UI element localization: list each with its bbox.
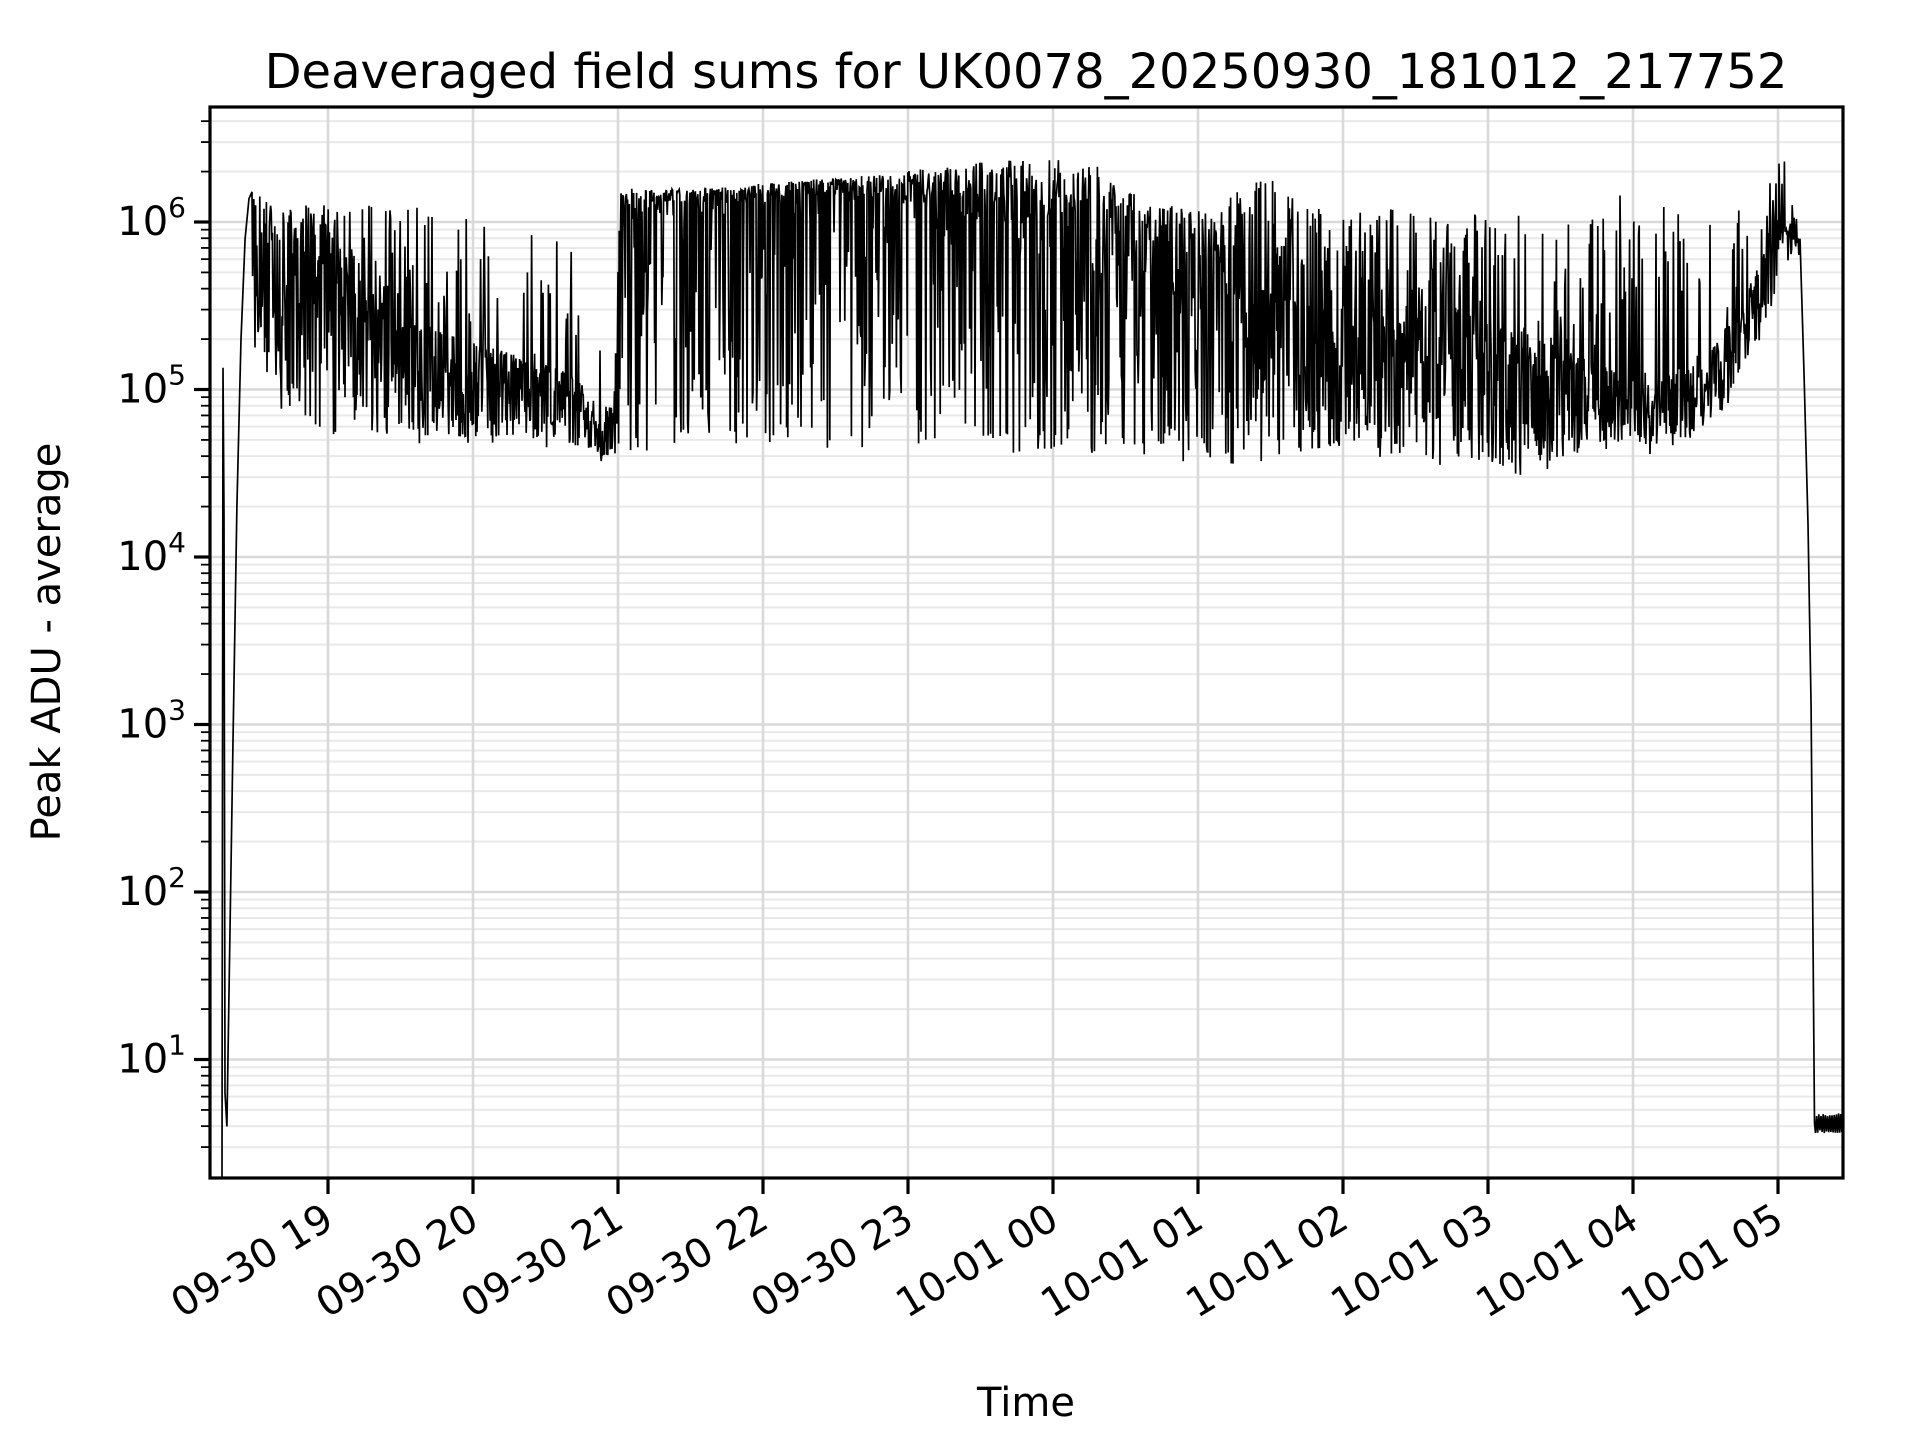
x-tick-label: 10-01 03 (1323, 1195, 1501, 1327)
y-tick-label: 103 (117, 694, 186, 748)
x-tick-label: 10-01 01 (1033, 1195, 1211, 1327)
data-series (221, 160, 1843, 1177)
x-tick-label: 10-01 02 (1178, 1195, 1356, 1327)
y-tick-label: 105 (117, 359, 186, 413)
x-tick-label: 09-30 21 (453, 1195, 631, 1327)
y-tick-label: 101 (117, 1029, 186, 1083)
x-tick-label: 09-30 23 (743, 1195, 921, 1327)
y-axis-label: Peak ADU - average (24, 443, 70, 842)
x-tick-label: 09-30 19 (163, 1195, 341, 1327)
x-tick-label: 09-30 22 (598, 1195, 776, 1327)
tick-marks (194, 120, 1780, 1194)
x-tick-label: 10-01 00 (888, 1195, 1066, 1327)
x-axis-label: Time (976, 1380, 1075, 1426)
series-line (221, 160, 1843, 1177)
y-tick-labels: 106 105 104 103 102 101 (117, 191, 186, 1083)
x-tick-label: 10-01 05 (1613, 1195, 1791, 1327)
y-tick-label: 106 (117, 191, 186, 245)
x-tick-label: 10-01 04 (1468, 1195, 1646, 1327)
x-tick-label: 09-30 20 (308, 1195, 486, 1327)
y-tick-label: 102 (117, 861, 186, 915)
axes-frame (208, 105, 1845, 1180)
y-tick-label: 104 (117, 526, 186, 580)
chart-title: Deaveraged field sums for UK0078_2025093… (265, 44, 1788, 100)
